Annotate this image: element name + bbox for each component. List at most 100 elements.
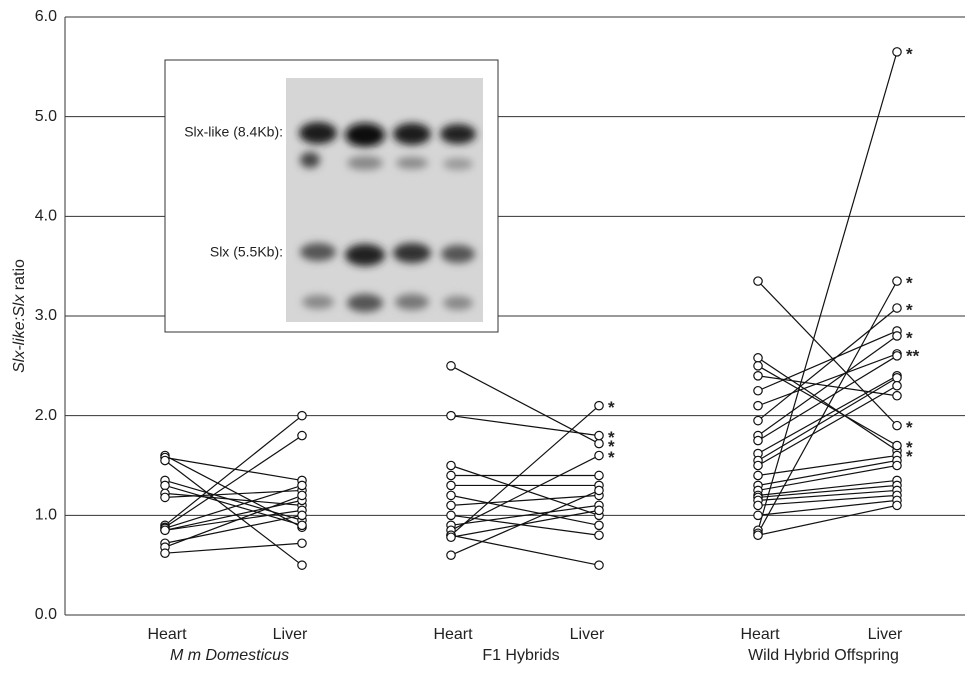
heart-point [447, 411, 455, 419]
significance-mark: * [906, 447, 913, 466]
liver-point [298, 511, 306, 519]
significance-mark: * [608, 398, 615, 417]
heart-point [161, 481, 169, 489]
group-label: Wild Hybrid Offspring [748, 647, 899, 664]
liver-point [893, 352, 901, 360]
inset-label: Slx-like (8.4Kb): [184, 124, 283, 140]
liver-point [893, 392, 901, 400]
liver-point [893, 48, 901, 56]
y-tick-label: 2.0 [35, 407, 57, 424]
liver-point [595, 531, 603, 539]
group-label: M m Domesticus [170, 647, 289, 664]
heart-point [754, 461, 762, 469]
pair-line [165, 543, 302, 553]
x-tick-label: Liver [273, 626, 308, 643]
liver-point [893, 461, 901, 469]
y-axis-label: Slx-like:Slx ratio [11, 259, 28, 373]
heart-point [447, 461, 455, 469]
liver-point [595, 506, 603, 514]
y-tick-label: 1.0 [35, 507, 57, 524]
pair-line [758, 376, 897, 454]
x-tick-label: Heart [740, 626, 780, 643]
heart-point [161, 493, 169, 501]
heart-point [754, 511, 762, 519]
y-tick-label: 0.0 [35, 606, 57, 623]
y-tick-label: 6.0 [35, 8, 57, 25]
heart-point [754, 416, 762, 424]
pair-line [451, 456, 599, 531]
heart-point [447, 533, 455, 541]
significance-mark: * [608, 448, 615, 467]
heart-point [754, 277, 762, 285]
liver-point [893, 501, 901, 509]
heart-point [754, 402, 762, 410]
liver-point [298, 521, 306, 529]
liver-point [893, 332, 901, 340]
liver-point [595, 431, 603, 439]
significance-mark: * [906, 418, 913, 437]
pair-line [451, 510, 599, 537]
heart-point [161, 526, 169, 534]
liver-point [893, 277, 901, 285]
inset-label: Slx (5.5Kb): [210, 244, 283, 260]
liver-point [893, 421, 901, 429]
pair-line [758, 378, 897, 461]
heart-point [447, 551, 455, 559]
liver-point [595, 439, 603, 447]
pair-line [165, 458, 302, 481]
y-tick-label: 5.0 [35, 108, 57, 125]
pair-line [451, 366, 599, 444]
group-label: F1 Hybrids [482, 647, 559, 664]
heart-point [754, 501, 762, 509]
liver-point [595, 561, 603, 569]
liver-point [893, 382, 901, 390]
pair-line [758, 336, 897, 436]
blot [286, 78, 483, 322]
heart-point [754, 531, 762, 539]
inset: Slx-like (8.4Kb): Slx (5.5Kb): [165, 60, 498, 332]
liver-point [595, 486, 603, 494]
y-label-italic: Slx-like:Slx [11, 294, 28, 373]
heart-point [447, 471, 455, 479]
liver-point [298, 481, 306, 489]
y-tick-label: 4.0 [35, 208, 57, 225]
heart-point [447, 362, 455, 370]
liver-point [595, 451, 603, 459]
liver-point [298, 561, 306, 569]
liver-point [595, 521, 603, 529]
chart: Slx-like:Slx ratio 0.0 1.0 2.0 3.0 4.0 5.0 6.0… [0, 0, 965, 669]
significance-mark: * [906, 328, 913, 347]
heart-point [754, 471, 762, 479]
significance-mark: ** [906, 346, 920, 365]
heart-point [447, 511, 455, 519]
significance-mark: * [906, 274, 913, 293]
liver-point [298, 431, 306, 439]
liver-point [298, 491, 306, 499]
pair-line [451, 535, 599, 565]
liver-point [595, 471, 603, 479]
pair-line [758, 366, 897, 446]
heart-point [447, 481, 455, 489]
y-tick-label: 3.0 [35, 307, 57, 324]
x-tick-label: Liver [868, 626, 903, 643]
heart-point [754, 354, 762, 362]
pair-line [758, 495, 897, 505]
pair-line [758, 500, 897, 515]
pair-line [165, 416, 302, 526]
liver-point [893, 441, 901, 449]
y-label: ratio [11, 259, 28, 290]
pair-line [758, 480, 897, 495]
significance-mark: * [906, 44, 913, 63]
x-tick-label: Liver [570, 626, 605, 643]
liver-point [298, 411, 306, 419]
pair-line [451, 515, 599, 535]
liver-point [595, 402, 603, 410]
heart-point [754, 362, 762, 370]
pair-line [758, 505, 897, 535]
x-tick-label: Heart [147, 626, 187, 643]
liver-point [298, 539, 306, 547]
heart-point [447, 491, 455, 499]
pair-line [758, 331, 897, 391]
heart-point [754, 436, 762, 444]
heart-point [161, 549, 169, 557]
